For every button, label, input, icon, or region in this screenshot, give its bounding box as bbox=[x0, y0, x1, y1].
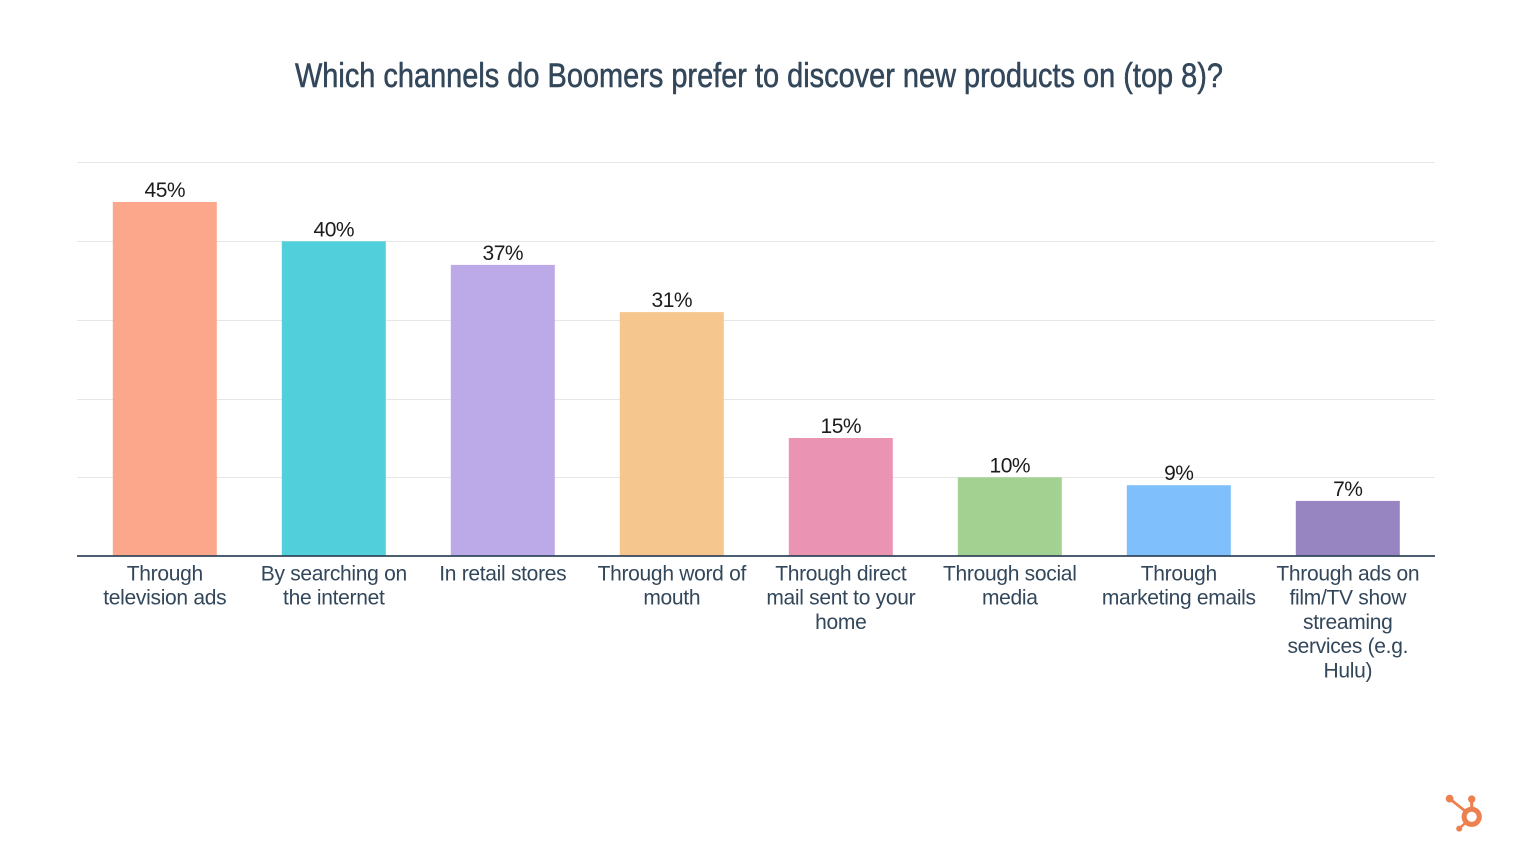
svg-text:Through direct: Through direct bbox=[775, 562, 907, 585]
svg-text:Through ads on: Through ads on bbox=[1276, 562, 1419, 585]
svg-text:Through word of: Through word of bbox=[598, 562, 747, 585]
svg-text:Through social: Through social bbox=[943, 562, 1077, 585]
svg-text:7%: 7% bbox=[1333, 478, 1362, 501]
svg-text:40%: 40% bbox=[314, 218, 355, 241]
svg-text:45%: 45% bbox=[145, 179, 186, 202]
svg-text:mail sent to your: mail sent to your bbox=[766, 587, 915, 610]
svg-text:37%: 37% bbox=[483, 242, 524, 265]
svg-text:In retail stores: In retail stores bbox=[439, 562, 566, 585]
svg-text:streaming: streaming bbox=[1303, 611, 1393, 634]
svg-text:10%: 10% bbox=[990, 454, 1031, 477]
svg-text:Hulu): Hulu) bbox=[1323, 660, 1372, 683]
svg-text:home: home bbox=[815, 611, 866, 634]
svg-text:mouth: mouth bbox=[643, 587, 700, 610]
svg-text:15%: 15% bbox=[821, 415, 862, 438]
svg-text:services (e.g.: services (e.g. bbox=[1287, 635, 1408, 658]
svg-text:By searching on: By searching on bbox=[261, 562, 407, 585]
svg-text:Which channels do Boomers pref: Which channels do Boomers prefer to disc… bbox=[295, 57, 1223, 95]
svg-text:Through: Through bbox=[1141, 562, 1217, 585]
svg-text:Through: Through bbox=[127, 562, 203, 585]
svg-text:media: media bbox=[982, 587, 1038, 610]
svg-text:9%: 9% bbox=[1164, 462, 1193, 485]
svg-text:31%: 31% bbox=[652, 289, 693, 312]
svg-text:television ads: television ads bbox=[103, 587, 226, 610]
svg-text:film/TV show: film/TV show bbox=[1290, 587, 1408, 610]
svg-text:the internet: the internet bbox=[283, 587, 385, 610]
svg-text:marketing emails: marketing emails bbox=[1102, 587, 1256, 610]
